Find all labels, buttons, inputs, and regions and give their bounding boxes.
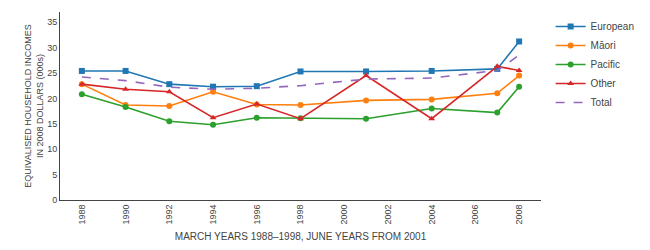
svg-text:2008: 2008 bbox=[514, 205, 524, 225]
svg-text:1996: 1996 bbox=[252, 205, 262, 225]
svg-text:Other: Other bbox=[591, 78, 617, 89]
svg-text:5: 5 bbox=[52, 170, 57, 180]
svg-text:European: European bbox=[591, 21, 634, 32]
svg-text:Total: Total bbox=[591, 97, 612, 108]
svg-text:2002: 2002 bbox=[383, 205, 393, 225]
svg-text:1998: 1998 bbox=[295, 205, 305, 225]
svg-text:15: 15 bbox=[47, 119, 57, 129]
svg-text:20: 20 bbox=[47, 94, 57, 104]
svg-text:1994: 1994 bbox=[208, 205, 218, 225]
svg-text:2004: 2004 bbox=[427, 205, 437, 225]
svg-text:25: 25 bbox=[47, 68, 57, 78]
svg-text:Māori: Māori bbox=[591, 40, 616, 51]
svg-text:35: 35 bbox=[47, 17, 57, 27]
svg-text:2000: 2000 bbox=[339, 205, 349, 225]
svg-text:2006: 2006 bbox=[470, 205, 480, 225]
svg-text:0: 0 bbox=[52, 195, 57, 205]
svg-text:1990: 1990 bbox=[121, 205, 131, 225]
svg-text:1988: 1988 bbox=[77, 205, 87, 225]
svg-text:10: 10 bbox=[47, 144, 57, 154]
svg-text:1992: 1992 bbox=[164, 205, 174, 225]
svg-text:MARCH YEARS 1988–1998, JUNE YE: MARCH YEARS 1988–1998, JUNE YEARS FROM 2… bbox=[175, 231, 427, 242]
svg-text:EQUIVALISED HOUSEHOLD INCOMESI: EQUIVALISED HOUSEHOLD INCOMESIN 2008 DOL… bbox=[23, 24, 45, 187]
svg-text:30: 30 bbox=[47, 43, 57, 53]
svg-text:Pacific: Pacific bbox=[591, 59, 620, 70]
